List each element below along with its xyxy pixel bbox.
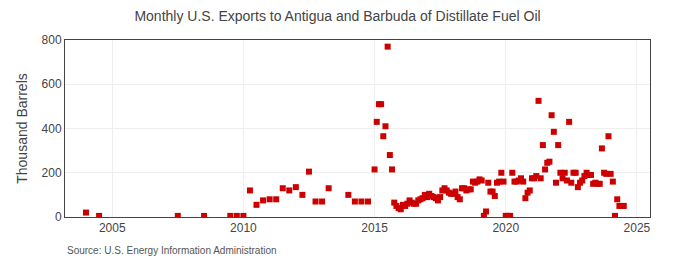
svg-text:Source: U.S. Energy Informatio: Source: U.S. Energy Information Administ… — [67, 245, 277, 256]
svg-text:2025: 2025 — [624, 221, 651, 235]
svg-text:2005: 2005 — [99, 221, 126, 235]
svg-text:600: 600 — [42, 77, 62, 91]
svg-text:0: 0 — [55, 210, 62, 224]
svg-text:Thousand Barrels: Thousand Barrels — [14, 73, 30, 184]
svg-text:2020: 2020 — [492, 221, 519, 235]
svg-text:200: 200 — [42, 166, 62, 180]
svg-text:2010: 2010 — [230, 221, 257, 235]
svg-text:400: 400 — [42, 122, 62, 136]
svg-text:2015: 2015 — [361, 221, 388, 235]
svg-text:Monthly U.S. Exports to Antigu: Monthly U.S. Exports to Antigua and Barb… — [134, 8, 540, 24]
svg-text:800: 800 — [42, 33, 62, 47]
